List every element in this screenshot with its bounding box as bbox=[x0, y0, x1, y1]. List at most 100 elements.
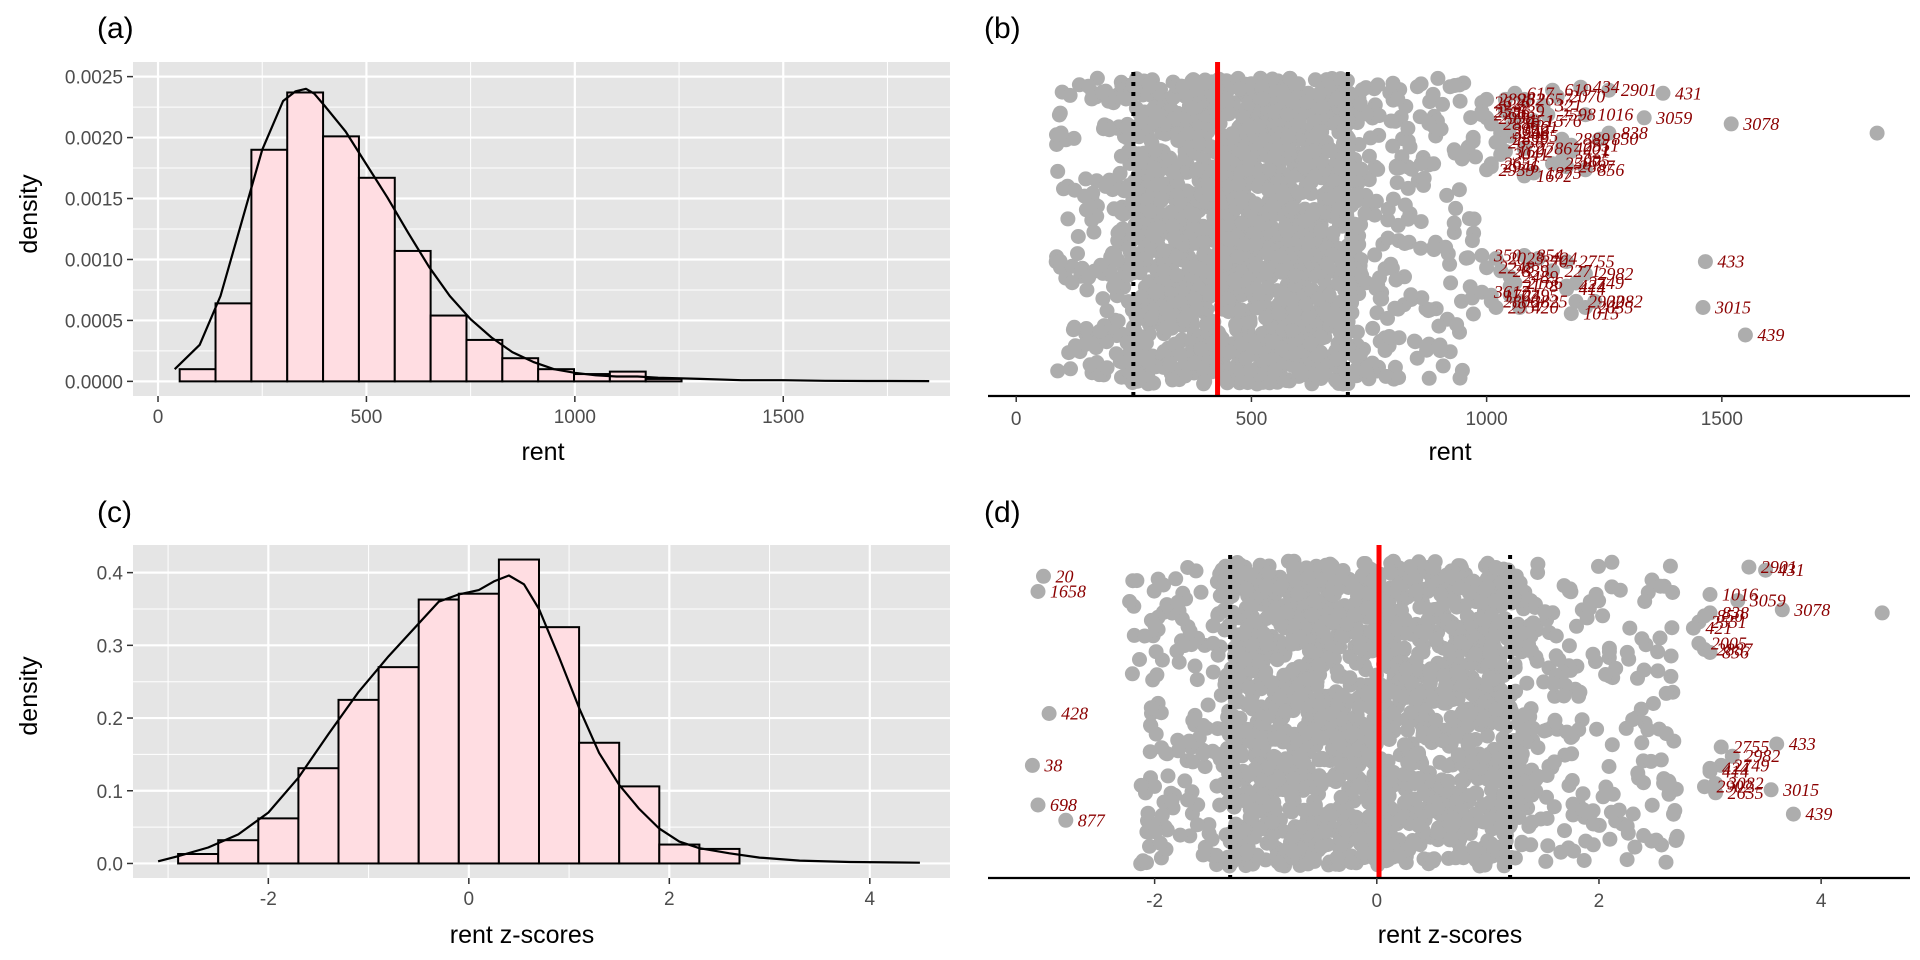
data-point-d bbox=[1164, 793, 1180, 809]
data-point-d bbox=[1525, 615, 1541, 631]
data-point-b bbox=[1110, 313, 1126, 329]
data-point-b bbox=[1333, 71, 1349, 87]
data-point-b bbox=[1175, 79, 1191, 95]
data-point-d bbox=[1185, 712, 1201, 728]
outlier-point-d bbox=[1697, 779, 1712, 795]
data-point-b bbox=[1306, 206, 1322, 221]
outlier-label-b: 2889 bbox=[1574, 129, 1610, 149]
data-point-b bbox=[1370, 161, 1386, 177]
outlier-point-b bbox=[1488, 300, 1504, 315]
outlier-label-b: 414 bbox=[1579, 279, 1606, 299]
data-point-b bbox=[1271, 306, 1286, 321]
x-tick-label-a: 1000 bbox=[554, 407, 596, 428]
outlier-point-d bbox=[1724, 748, 1740, 764]
data-point-d bbox=[1452, 580, 1468, 596]
data-point-b bbox=[1149, 177, 1164, 193]
outlier-label-d: 2005 bbox=[1711, 633, 1747, 653]
data-point-d bbox=[1342, 670, 1358, 686]
data-point-b bbox=[1365, 320, 1381, 336]
data-point-d bbox=[1474, 594, 1490, 610]
data-point-d bbox=[1515, 725, 1531, 741]
data-point-d bbox=[1260, 709, 1276, 725]
data-point-d bbox=[1585, 646, 1601, 662]
outlier-label-d: 3078 bbox=[1793, 600, 1830, 620]
data-point-d bbox=[1461, 736, 1477, 752]
y-axis-title-c: density bbox=[15, 656, 43, 736]
outlier-point-b bbox=[1573, 79, 1589, 95]
data-point-d bbox=[1476, 814, 1491, 830]
data-point-b bbox=[1232, 81, 1248, 97]
outlier-label-b: 451 bbox=[1527, 111, 1554, 131]
data-point-b bbox=[1078, 202, 1094, 218]
outlier-label-b: 3059 bbox=[1655, 108, 1692, 128]
data-point-d bbox=[1317, 824, 1333, 839]
data-point-d bbox=[1195, 746, 1211, 762]
data-point-b bbox=[1452, 93, 1468, 109]
data-point-d bbox=[1576, 853, 1592, 868]
outlier-label-b: 854 bbox=[1536, 246, 1563, 266]
outlier-label-b: 3246 bbox=[1512, 123, 1549, 143]
data-point-d bbox=[1665, 585, 1681, 600]
data-point-b bbox=[1443, 275, 1459, 291]
data-point-d bbox=[1561, 778, 1577, 793]
y-tick-label-a: 0.0005 bbox=[65, 311, 123, 332]
data-point-d bbox=[1147, 618, 1163, 634]
data-point-b bbox=[1400, 120, 1416, 136]
outlier-point-d bbox=[1741, 559, 1757, 575]
data-point-b bbox=[1187, 82, 1202, 98]
data-point-d bbox=[1569, 618, 1584, 634]
data-point-b bbox=[1426, 242, 1442, 258]
data-point-d bbox=[1210, 746, 1226, 762]
data-point-d bbox=[1662, 558, 1678, 574]
data-point-b bbox=[1180, 126, 1196, 141]
data-point-d bbox=[1408, 583, 1424, 599]
outlier-label-b: 2005 bbox=[1574, 151, 1610, 171]
data-point-d bbox=[1301, 643, 1317, 659]
data-point-b bbox=[1065, 322, 1081, 338]
data-point-b bbox=[1080, 78, 1096, 94]
data-point-b bbox=[1101, 122, 1117, 138]
data-point-b bbox=[1098, 178, 1114, 194]
data-point-d bbox=[1407, 693, 1423, 708]
data-point-d bbox=[1448, 850, 1464, 866]
data-point-d bbox=[1359, 720, 1374, 736]
data-point-d bbox=[1143, 718, 1159, 734]
data-point-b bbox=[1378, 368, 1394, 384]
outlier-label-b: 850 bbox=[1612, 129, 1639, 149]
histogram-bar-c bbox=[377, 666, 420, 865]
data-point-d bbox=[1252, 821, 1268, 837]
histogram-bar-c bbox=[257, 817, 300, 865]
outlier-label-d: 439 bbox=[1805, 804, 1832, 824]
data-point-d bbox=[1601, 759, 1617, 774]
data-point-b bbox=[1050, 363, 1066, 379]
data-point-d bbox=[1285, 829, 1301, 844]
data-point-b bbox=[1078, 321, 1094, 336]
outlier-point-b bbox=[1497, 104, 1513, 120]
outlier-label-b: 2248 bbox=[1499, 258, 1535, 278]
outlier-point-b bbox=[1577, 266, 1593, 282]
outlier-point-b bbox=[1549, 88, 1565, 104]
data-point-b bbox=[1301, 235, 1317, 251]
data-point-d bbox=[1485, 838, 1501, 854]
data-point-b bbox=[1391, 370, 1407, 386]
data-point-d bbox=[1306, 593, 1322, 609]
data-point-b bbox=[1389, 175, 1405, 191]
data-point-b bbox=[1242, 315, 1258, 331]
data-point-d bbox=[1530, 565, 1546, 580]
histogram-bar-a bbox=[322, 135, 360, 383]
data-point-b bbox=[1363, 130, 1378, 146]
data-point-d bbox=[1634, 735, 1650, 751]
data-point-d bbox=[1487, 629, 1502, 644]
data-point-d bbox=[1239, 581, 1255, 597]
data-point-d bbox=[1407, 835, 1423, 851]
outlier-label-d: 2982 bbox=[1744, 746, 1780, 766]
data-point-b bbox=[1413, 240, 1429, 256]
data-point-d bbox=[1222, 826, 1238, 842]
data-point-b bbox=[1234, 216, 1250, 231]
outlier-point-d bbox=[1730, 593, 1746, 609]
data-point-b bbox=[1258, 310, 1274, 326]
x-tick-label-a: 500 bbox=[351, 407, 383, 428]
outlier-label-d: 20 bbox=[1056, 566, 1074, 586]
outlier-label-d: 2755 bbox=[1733, 737, 1769, 757]
data-point-d bbox=[1515, 625, 1531, 641]
